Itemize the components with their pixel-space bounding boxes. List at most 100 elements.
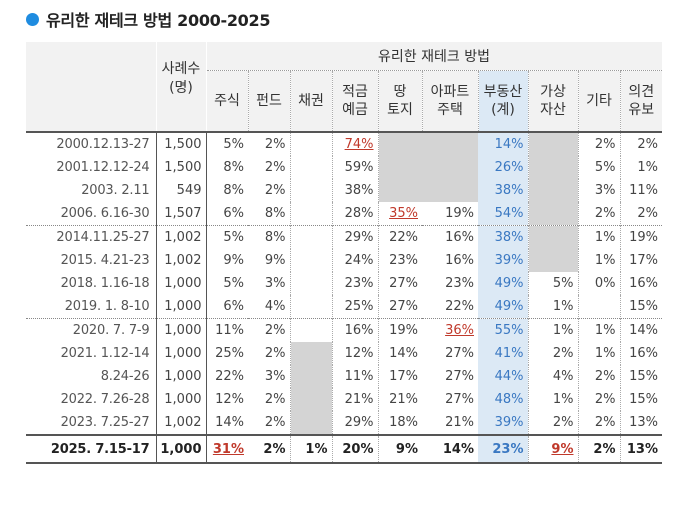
value-cell [290, 179, 333, 202]
value-cell: 0% [578, 272, 621, 295]
count-header: 사례수 (명) [156, 42, 207, 132]
table-header: 사례수 (명) 유리한 재테크 방법 주식 펀드 채권 적금 예금 땅 토지 아파트 주택 부동산… [26, 42, 663, 132]
value-cell: 1% [528, 318, 579, 342]
value-cell: 2% [248, 388, 291, 411]
survey-date-cell: 2001.12.12-24 [26, 156, 157, 179]
value-cell [290, 156, 333, 179]
value-cell [528, 156, 579, 179]
survey-date-cell: 2023. 7.25-27 [26, 411, 157, 435]
value-cell: 2% [248, 179, 291, 202]
survey-date-cell: 2015. 4.21-23 [26, 249, 157, 272]
value-cell: 21% [332, 388, 379, 411]
column-header-line1: 적금 [342, 84, 368, 100]
table-row: 2000.12.13-27 1,500 5% 2% 74% 14% 2% 2% [26, 132, 662, 156]
value-cell: 3% [248, 272, 291, 295]
value-cell: 19% [445, 206, 474, 221]
value-cell [528, 202, 579, 226]
table-row: 2025. 7.15-17 1,000 31% 2% 1% 20% 9% 14% 23% 9% 2%… [26, 434, 662, 464]
value-cell: 14% [478, 132, 529, 156]
value-cell: 48% [478, 388, 529, 411]
value-cell: 1% [578, 249, 621, 272]
survey-date-cell: 2006. 6.16-30 [26, 202, 157, 226]
value-cell: 17% [629, 253, 658, 268]
value-cell: 2% [578, 388, 621, 411]
table-row: 2003. 2.11 549 8% 2% 38% 38% 3% 11% [26, 179, 662, 202]
value-cell: 38% [478, 225, 529, 249]
column-header: 적금 예금 [332, 70, 379, 132]
sample-size-cell: 1,002 [156, 249, 207, 272]
value-cell: 21% [445, 415, 474, 430]
column-header-line1: 주식 [214, 93, 240, 109]
value-cell: 15% [629, 369, 658, 384]
value-cell: 14% [389, 346, 418, 361]
value-cell: 23% [445, 276, 474, 291]
value-cell: 54% [478, 202, 529, 226]
value-cell: 29% [332, 225, 379, 249]
value-cell: 16% [422, 225, 478, 249]
value-cell: 39% [478, 411, 529, 435]
survey-date-cell: 2003. 2.11 [26, 179, 157, 202]
value-cell [422, 156, 478, 179]
value-cell: 17% [389, 369, 418, 384]
column-header-line1: 부동산 [483, 84, 523, 100]
title-bar: 유리한 재테크 방법 2000-2025 [26, 8, 270, 30]
column-header-line2: 토지 [387, 102, 413, 118]
survey-date-cell: 8.24-26 [26, 365, 157, 388]
column-header-line2: (계) [491, 102, 515, 118]
value-cell: 16% [332, 318, 379, 342]
value-cell: 55% [478, 318, 529, 342]
value-cell: 8% [223, 183, 244, 198]
value-cell: 1% [290, 434, 333, 464]
value-cell: 15% [629, 392, 658, 407]
value-cell: 1% [528, 295, 579, 319]
column-header: 기타 [578, 70, 621, 132]
table-row: 2014.11.25-27 1,002 5% 8% 29% 22% 16% 38% 1% 19% [26, 225, 662, 249]
value-cell: 1% [637, 160, 658, 175]
value-cell: 1% [578, 225, 621, 249]
value-cell [290, 295, 333, 319]
sample-size-cell: 1,000 [156, 388, 207, 411]
value-cell [578, 295, 621, 319]
sample-size-cell: 1,000 [156, 365, 207, 388]
value-cell: 59% [332, 156, 379, 179]
value-cell [422, 179, 478, 202]
value-cell: 12% [215, 392, 244, 407]
value-cell: 2% [528, 342, 579, 365]
value-cell: 36% [422, 318, 478, 342]
value-cell: 2% [578, 434, 621, 464]
value-cell: 6% [223, 299, 244, 314]
value-cell: 5% [578, 156, 621, 179]
value-cell: 38% [478, 179, 529, 202]
value-cell: 8% [248, 225, 291, 249]
value-cell: 2% [248, 411, 291, 435]
value-cell: 9% [248, 249, 291, 272]
value-cell [290, 318, 333, 342]
column-header: 주식 [206, 70, 249, 132]
value-cell: 2% [248, 434, 291, 464]
survey-date-cell: 2025. 7.15-17 [26, 434, 157, 464]
value-cell: 2% [578, 411, 621, 435]
sample-size-cell: 1,000 [156, 342, 207, 365]
survey-date-cell: 2018. 1.16-18 [26, 272, 157, 295]
value-cell: 1% [578, 342, 621, 365]
value-cell [290, 249, 333, 272]
value-cell: 9% [528, 434, 579, 464]
survey-date-cell: 2020. 7. 7-9 [26, 318, 157, 342]
column-header-line1: 땅 [393, 84, 407, 100]
bullet-dot-icon [26, 12, 39, 26]
value-cell: 12% [332, 342, 379, 365]
sample-size-cell: 1,002 [156, 225, 207, 249]
value-cell [290, 342, 333, 365]
value-cell [378, 156, 422, 179]
value-cell: 13% [620, 434, 662, 464]
value-cell: 25% [332, 295, 379, 319]
sample-size-cell: 1,500 [156, 156, 207, 179]
table-row: 2019. 1. 8-10 1,000 6% 4% 25% 27% 22% 49% 1% 15% [26, 295, 662, 319]
value-cell [528, 132, 579, 156]
value-cell: 24% [332, 249, 379, 272]
sample-size-cell: 1,500 [156, 132, 207, 156]
value-cell: 22% [378, 225, 422, 249]
value-cell: 27% [389, 276, 418, 291]
date-header [26, 42, 157, 132]
value-cell: 2% [637, 137, 658, 152]
